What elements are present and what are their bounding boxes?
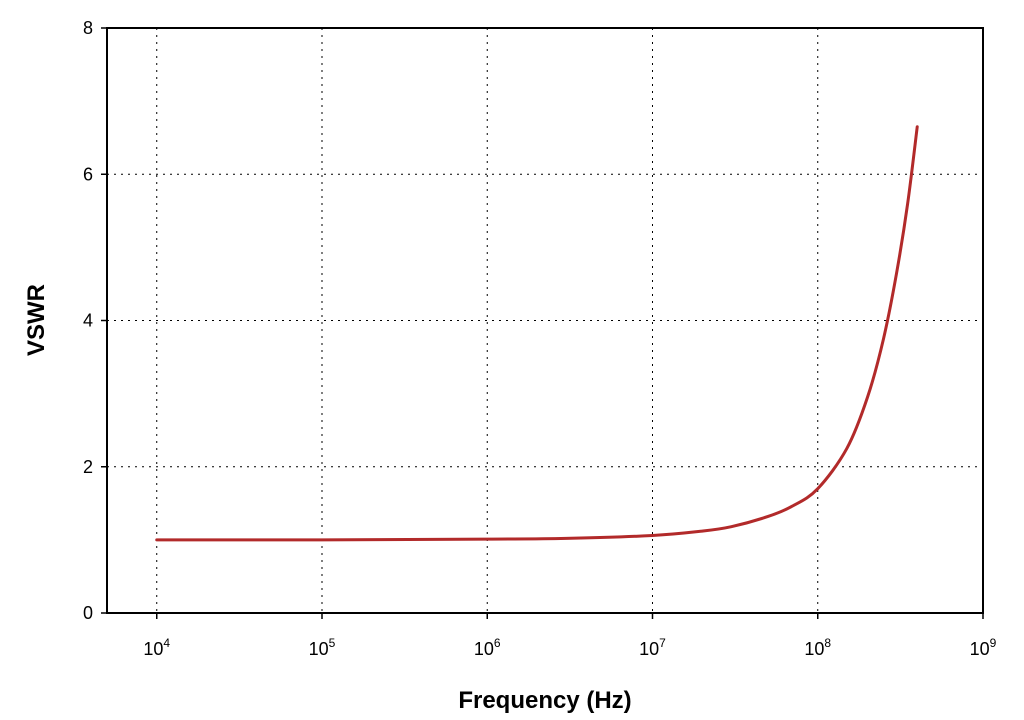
- x-tick-label: 108: [804, 636, 831, 659]
- series-layer: [155, 125, 919, 542]
- y-tick-label: 0: [83, 603, 93, 623]
- x-tick-label-exponent: 8: [824, 636, 831, 650]
- x-tick-label-exponent: 4: [163, 636, 170, 650]
- x-tick-label: 107: [639, 636, 666, 659]
- x-tick-label: 104: [143, 636, 170, 659]
- y-tick-label: 6: [83, 164, 93, 184]
- y-tick-label: 4: [83, 311, 93, 331]
- x-tick-label: 109: [970, 636, 997, 659]
- plot-frame: [106, 27, 984, 614]
- vswr-series-line: [155, 125, 919, 542]
- x-tick-label-base: 10: [143, 639, 163, 659]
- x-tick-label: 105: [309, 636, 336, 659]
- x-tick-label-exponent: 7: [659, 636, 666, 650]
- x-axis-title: Frequency (Hz): [458, 687, 631, 714]
- x-tick-label: 106: [474, 636, 501, 659]
- x-tick-label-base: 10: [804, 639, 824, 659]
- grid: [107, 28, 983, 613]
- x-tick-label-base: 10: [970, 639, 990, 659]
- x-tick-label-exponent: 6: [494, 636, 501, 650]
- x-tick-label-exponent: 9: [990, 636, 997, 650]
- x-tick-label-base: 10: [639, 639, 659, 659]
- y-axis-title: VSWR: [23, 284, 50, 356]
- x-tick-label-base: 10: [309, 639, 329, 659]
- y-tick-label: 2: [83, 457, 93, 477]
- y-tick-label: 8: [83, 18, 93, 38]
- x-tick-label-exponent: 5: [329, 636, 336, 650]
- x-tick-label-base: 10: [474, 639, 494, 659]
